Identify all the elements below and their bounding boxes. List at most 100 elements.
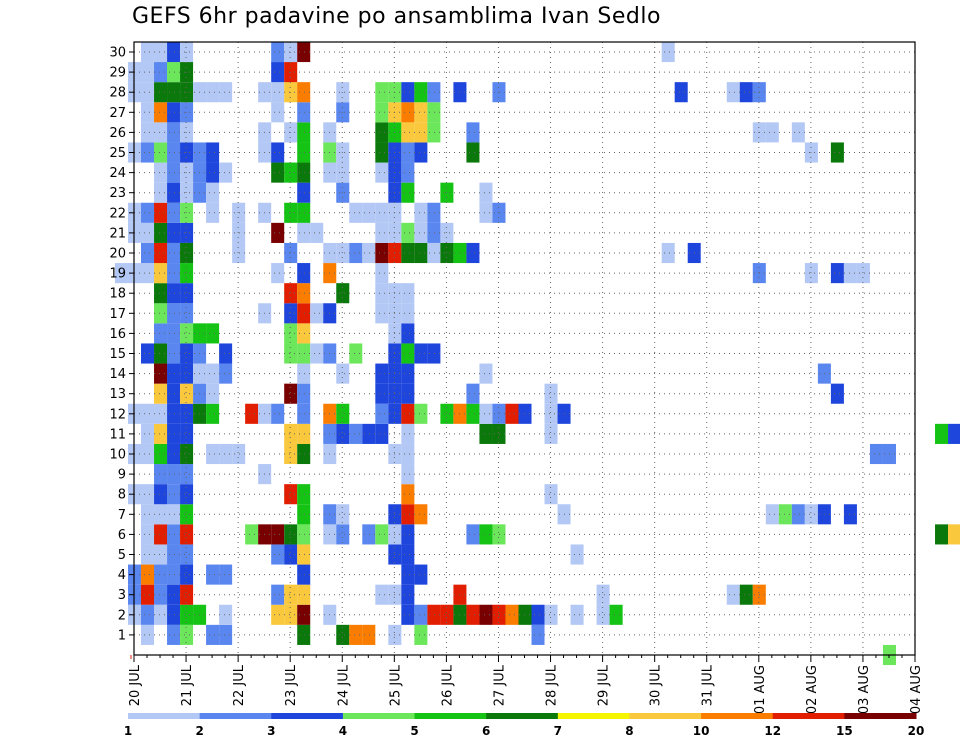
heatmap-cell xyxy=(167,564,181,585)
y-tick-label: 4 xyxy=(118,568,126,583)
heatmap-cell xyxy=(375,383,389,404)
heatmap-cell xyxy=(245,403,259,424)
heatmap-cell xyxy=(375,263,389,284)
colorbar-label: 15 xyxy=(836,724,853,738)
heatmap-cell xyxy=(206,363,220,384)
heatmap-cell xyxy=(141,82,155,103)
y-tick-label: 11 xyxy=(109,427,126,442)
heatmap-cell xyxy=(336,162,350,183)
heatmap-cell xyxy=(362,624,376,645)
heatmap-cell xyxy=(336,624,350,645)
heatmap-cell xyxy=(154,403,168,424)
heatmap-cell xyxy=(180,363,194,384)
heatmap-cell xyxy=(466,142,480,163)
colorbar-label: 6 xyxy=(482,724,490,738)
x-tick-label: 31 JUL xyxy=(701,664,716,706)
x-tick-label: 01 AUG xyxy=(753,665,768,714)
y-tick-label: 2 xyxy=(118,608,126,623)
heatmap-cell xyxy=(297,544,311,565)
heatmap-cell xyxy=(375,102,389,123)
y-tick-label: 7 xyxy=(118,508,126,523)
heatmap-cell xyxy=(505,403,519,424)
heatmap-cell xyxy=(466,122,480,143)
x-tick-label: 04 AUG xyxy=(909,665,924,714)
heatmap-cell xyxy=(271,222,285,243)
y-tick-label: 10 xyxy=(109,448,126,463)
heatmap-cell xyxy=(141,62,155,83)
heatmap-cell xyxy=(739,584,753,605)
heatmap-cell xyxy=(375,242,389,264)
heatmap-cell xyxy=(180,383,194,404)
y-tick-label: 1 xyxy=(118,628,126,643)
heatmap-cell xyxy=(271,524,285,545)
heatmap-cell xyxy=(440,403,454,424)
heatmap-cell xyxy=(141,524,155,545)
colorbar-label: 3 xyxy=(267,724,275,738)
heatmap-cell xyxy=(141,564,155,585)
heatmap-cell xyxy=(492,524,506,545)
heatmap-cell xyxy=(167,202,181,223)
heatmap-cell xyxy=(180,82,194,103)
heatmap-cell xyxy=(414,102,428,123)
heatmap-cell xyxy=(401,283,415,304)
heatmap-cell xyxy=(271,142,285,163)
heatmap-cell xyxy=(336,363,350,384)
heatmap-cell xyxy=(206,323,220,344)
colorbar-swatch xyxy=(772,713,845,719)
heatmap-cell xyxy=(479,202,493,223)
y-tick-label: 26 xyxy=(109,126,126,141)
heatmap-cell xyxy=(141,624,155,645)
heatmap-cell xyxy=(167,464,181,485)
heatmap-cell xyxy=(401,484,415,505)
heatmap-cell xyxy=(180,263,194,284)
heatmap-cell xyxy=(414,403,428,424)
cells-layer xyxy=(114,41,960,666)
heatmap-cell xyxy=(401,443,415,465)
heatmap-cell xyxy=(414,222,428,243)
heatmap-cell xyxy=(375,403,389,424)
heatmap-cell xyxy=(284,544,298,565)
colorbar-swatch xyxy=(844,713,917,719)
heatmap-cell xyxy=(804,263,818,284)
heatmap-cell xyxy=(180,624,194,645)
heatmap-cell xyxy=(180,423,194,444)
heatmap-cell xyxy=(154,142,168,163)
y-tick-label: 15 xyxy=(109,347,126,362)
colorbar-swatch xyxy=(414,713,487,719)
heatmap-cell xyxy=(284,484,298,505)
heatmap-cell xyxy=(154,343,168,364)
x-tick-label: 26 JUL xyxy=(440,664,455,706)
heatmap-cell xyxy=(167,403,181,424)
heatmap-cell xyxy=(401,504,415,525)
y-tick-label: 23 xyxy=(109,186,126,201)
heatmap-cell xyxy=(167,41,181,63)
heatmap-cell xyxy=(427,343,441,364)
heatmap-cell xyxy=(271,544,285,565)
heatmap-cell xyxy=(310,303,324,324)
heatmap-cell xyxy=(661,242,675,264)
heatmap-cell xyxy=(336,403,350,424)
heatmap-cell xyxy=(219,343,233,364)
heatmap-cell xyxy=(336,504,350,525)
heatmap-cell xyxy=(375,142,389,163)
y-tick-label: 14 xyxy=(109,367,126,382)
heatmap-cell xyxy=(778,504,792,525)
heatmap-cell xyxy=(297,584,311,605)
heatmap-cell xyxy=(167,62,181,83)
heatmap-cell xyxy=(297,403,311,424)
heatmap-cell xyxy=(154,504,168,525)
heatmap-cell xyxy=(349,423,363,444)
heatmap-cell xyxy=(141,102,155,123)
heatmap-cell xyxy=(167,142,181,163)
heatmap-cell xyxy=(232,443,246,465)
heatmap-cell xyxy=(427,222,441,243)
heatmap-cell xyxy=(375,82,389,103)
heatmap-cell xyxy=(466,604,480,625)
heatmap-cell xyxy=(401,142,415,163)
heatmap-cell xyxy=(284,443,298,465)
heatmap-cell xyxy=(336,524,350,545)
heatmap-cell xyxy=(180,242,194,264)
heatmap-cell xyxy=(167,423,181,444)
heatmap-cell xyxy=(401,544,415,565)
heatmap-cell xyxy=(297,524,311,545)
